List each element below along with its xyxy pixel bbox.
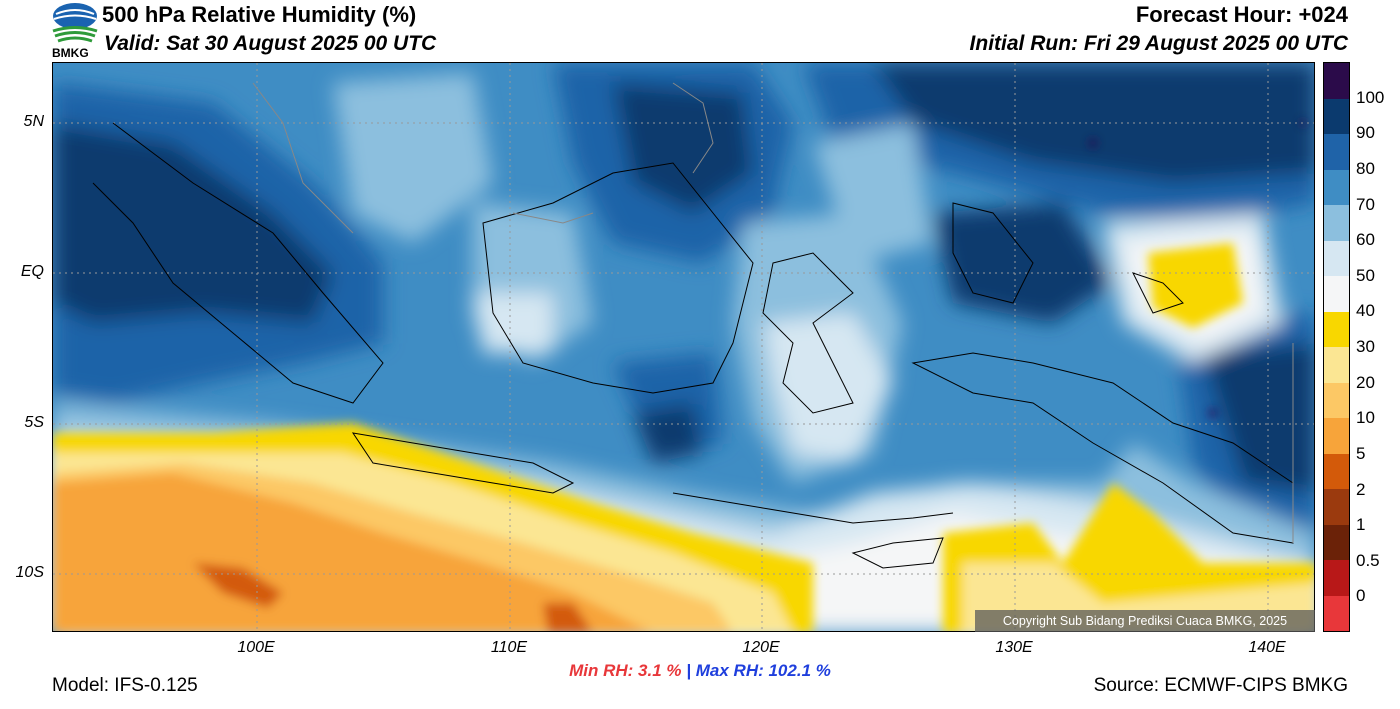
lat-label-5s: 5S [24,414,44,431]
colorbar-label: 1 [1356,515,1366,535]
colorbar-label: 20 [1356,372,1375,392]
lon-label-130e: 130E [995,639,1033,656]
grid-lines [53,63,1314,631]
colorbar-swatch [1324,98,1349,134]
lon-label-110e: 110E [490,639,528,656]
borders [252,82,1294,543]
minmax-separator: | [686,661,692,680]
colorbar-swatch [1324,560,1349,596]
lon-label-140e: 140E [1248,639,1286,656]
colorbar-label: 70 [1356,194,1375,214]
colorbar-label: 80 [1356,158,1375,178]
colorbar-swatch [1324,63,1349,99]
max-rh: Max RH: 102.1 % [695,661,831,680]
colorbar-label: 50 [1356,265,1375,285]
colorbar-label: 0 [1356,586,1366,606]
colorbar-swatch [1324,311,1349,347]
initial-run: Initial Run: Fri 29 August 2025 00 UTC [969,32,1348,55]
colorbar-swatch [1324,382,1349,418]
lon-label-100e: 100E [237,639,275,656]
colorbar-swatch [1324,205,1349,241]
lat-label-5n: 5N [23,113,44,130]
colorbar-label: 30 [1356,337,1375,356]
bmkg-logo-icon [50,2,100,60]
colorbar [1323,62,1350,632]
model-label: Model: IFS-0.125 [52,675,198,696]
colorbar-label: 0.5 [1356,550,1380,570]
lat-label-eq: EQ [20,263,44,280]
valid-time: Valid: Sat 30 August 2025 00 UTC [104,32,437,55]
copyright-notice: Copyright Sub Bidang Prediksi Cuaca BMKG… [975,610,1315,632]
colorbar-label: 90 [1356,123,1375,143]
colorbar-swatch [1324,169,1349,205]
colorbar-label: 40 [1356,301,1375,321]
lon-label-120e: 120E [742,639,780,656]
colorbar-swatch [1324,134,1349,170]
source-label: Source: ECMWF-CIPS BMKG [1093,675,1348,696]
colorbar-label: 10 [1356,408,1375,428]
map-title: 500 hPa Relative Humidity (%) [102,2,417,27]
logo-text: BMKG [52,46,89,60]
colorbar-swatch [1324,453,1349,489]
colorbar-label: 2 [1356,479,1366,499]
forecast-hour: Forecast Hour: +024 [1135,2,1348,27]
colorbar-swatch [1324,489,1349,525]
colorbar-swatch [1324,524,1349,560]
colorbar-swatch [1324,240,1349,276]
humidity-map [52,62,1315,632]
lat-label-10s: 10S [15,564,44,581]
colorbar-swatch [1324,347,1349,383]
colorbar-swatch [1324,595,1349,631]
colorbar-swatch [1324,418,1349,454]
min-rh: Min RH: 3.1 % [569,661,682,680]
rh-minmax: Min RH: 3.1 % | Max RH: 102.1 % [0,661,1400,681]
colorbar-label: 60 [1356,230,1375,250]
colorbar-label: 5 [1356,443,1366,463]
colorbar-swatch [1324,276,1349,312]
colorbar-label: 100 [1356,87,1385,107]
